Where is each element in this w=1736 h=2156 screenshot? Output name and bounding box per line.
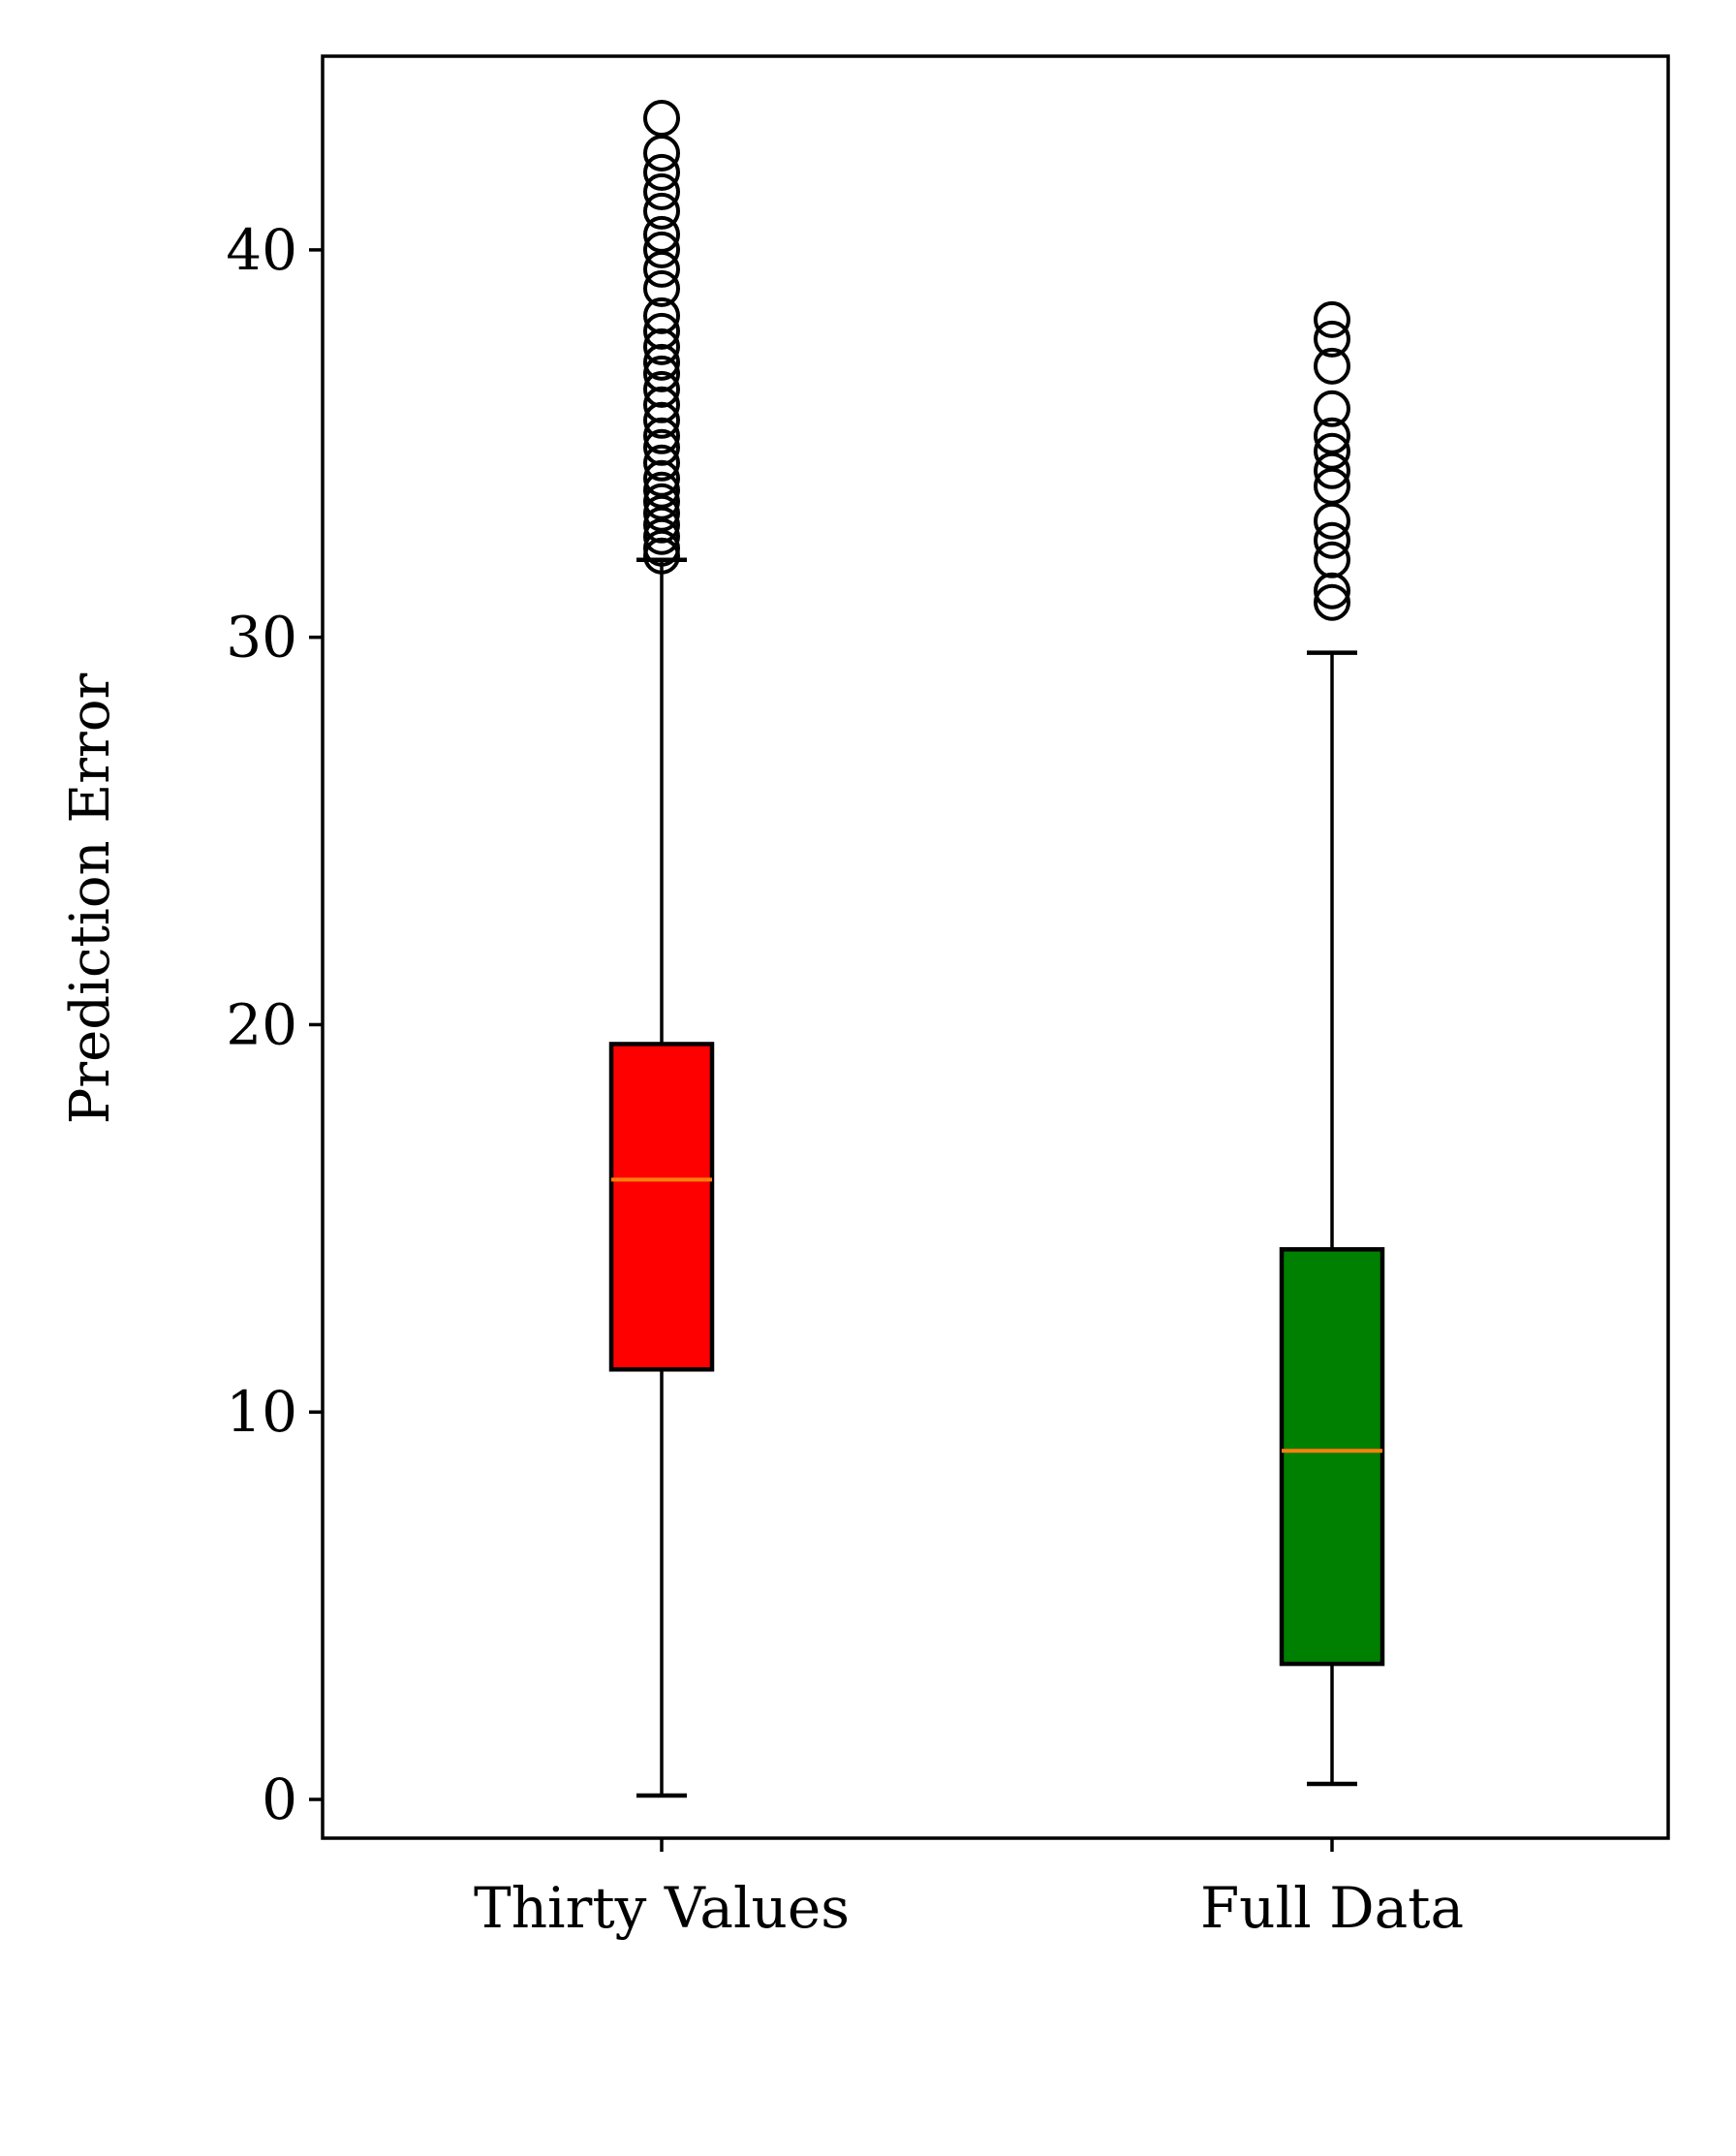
outlier-point [643,312,680,350]
outlier-point [643,401,680,439]
outlier-point [643,153,680,191]
x-axis-ticks: Thirty Values Full Data [474,1838,1464,1941]
outlier-point [1314,417,1350,454]
outlier-point [643,343,680,381]
box-group [1279,300,1385,1787]
y-axis-ticks: 0 10 20 30 40 [226,217,323,1832]
outlier-point [643,297,680,334]
plot-frame [321,54,1670,1840]
outlier-point [1314,300,1350,338]
outlier-point [643,192,680,230]
outlier-point [643,328,680,365]
y-tick-label: 30 [226,605,297,671]
outlier-point [1314,583,1350,621]
box-iqr [1279,1247,1385,1667]
outlier-point [643,483,680,520]
outlier-point [643,355,680,392]
outlier-point [1314,347,1350,385]
outlier-point [643,444,680,482]
y-axis-label: Prediction Error [59,672,122,1124]
y-tick-label: 10 [226,1379,297,1445]
outlier-point [1314,541,1350,578]
y-tick-label: 0 [262,1766,297,1832]
outlier-point [1314,320,1350,358]
x-tick-label: Thirty Values [474,1875,850,1941]
outlier-point [643,99,680,137]
y-tick-label: 40 [226,217,297,283]
axes-layer [321,54,1670,1840]
outlier-point [643,471,680,509]
outlier-point [643,386,680,423]
outlier-point [643,269,680,307]
outlier-point [1314,572,1350,609]
outlier-point [1314,521,1350,559]
outlier-point [643,231,680,268]
outlier-point [643,459,680,497]
boxes-layer [608,99,1385,1798]
outlier-point [643,417,680,454]
outlier-point [643,428,680,466]
outlier-point [1314,390,1350,427]
box-iqr [608,1042,715,1372]
x-tick-label: Full Data [1200,1875,1464,1941]
outlier-point [643,370,680,408]
outlier-point [643,215,680,253]
box-group [608,99,715,1798]
outlier-point [643,172,680,210]
outlier-point [1314,432,1350,470]
y-tick-label: 20 [226,991,297,1057]
